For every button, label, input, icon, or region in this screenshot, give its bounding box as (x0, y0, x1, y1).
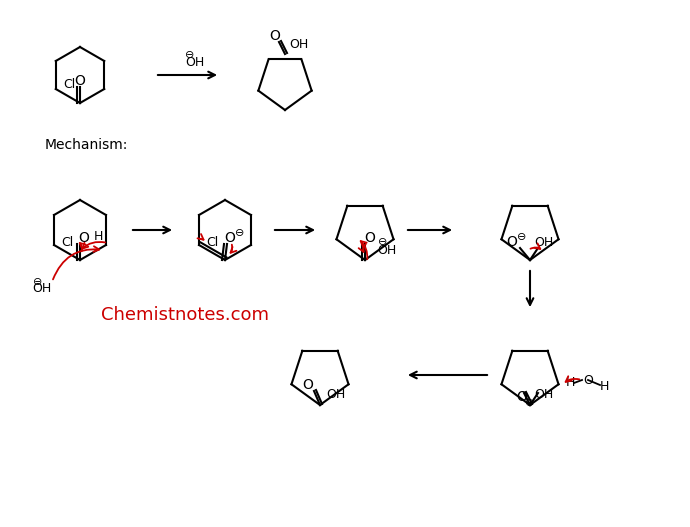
Text: ⊖: ⊖ (186, 50, 195, 60)
Text: O: O (224, 231, 235, 245)
Text: OH: OH (289, 37, 308, 51)
Text: O: O (517, 390, 527, 404)
Text: ⊖: ⊖ (235, 228, 245, 238)
Text: O: O (302, 378, 313, 392)
Text: OH: OH (534, 236, 553, 249)
Text: Cl: Cl (63, 77, 76, 91)
Text: ⊖: ⊖ (33, 277, 43, 287)
Text: O: O (583, 374, 593, 386)
Text: ⊖: ⊖ (378, 237, 388, 247)
Text: O: O (270, 29, 280, 43)
Text: Mechanism:: Mechanism: (45, 138, 128, 152)
Text: H: H (565, 376, 575, 389)
Text: ⊖: ⊖ (518, 232, 526, 242)
Text: Cl: Cl (61, 236, 73, 249)
Text: OH: OH (32, 282, 52, 296)
Text: O: O (506, 235, 518, 249)
Text: ⊖: ⊖ (525, 398, 535, 408)
Text: OH: OH (377, 243, 397, 257)
Text: O: O (364, 231, 375, 245)
Text: OH: OH (534, 388, 553, 402)
Text: O: O (75, 74, 86, 88)
Text: H: H (93, 230, 103, 243)
Text: Chemistnotes.com: Chemistnotes.com (101, 306, 269, 324)
Text: OH: OH (326, 388, 346, 402)
Text: O: O (79, 231, 90, 245)
Text: H: H (600, 379, 609, 393)
Text: Cl: Cl (206, 236, 218, 249)
Text: OH: OH (186, 56, 205, 70)
